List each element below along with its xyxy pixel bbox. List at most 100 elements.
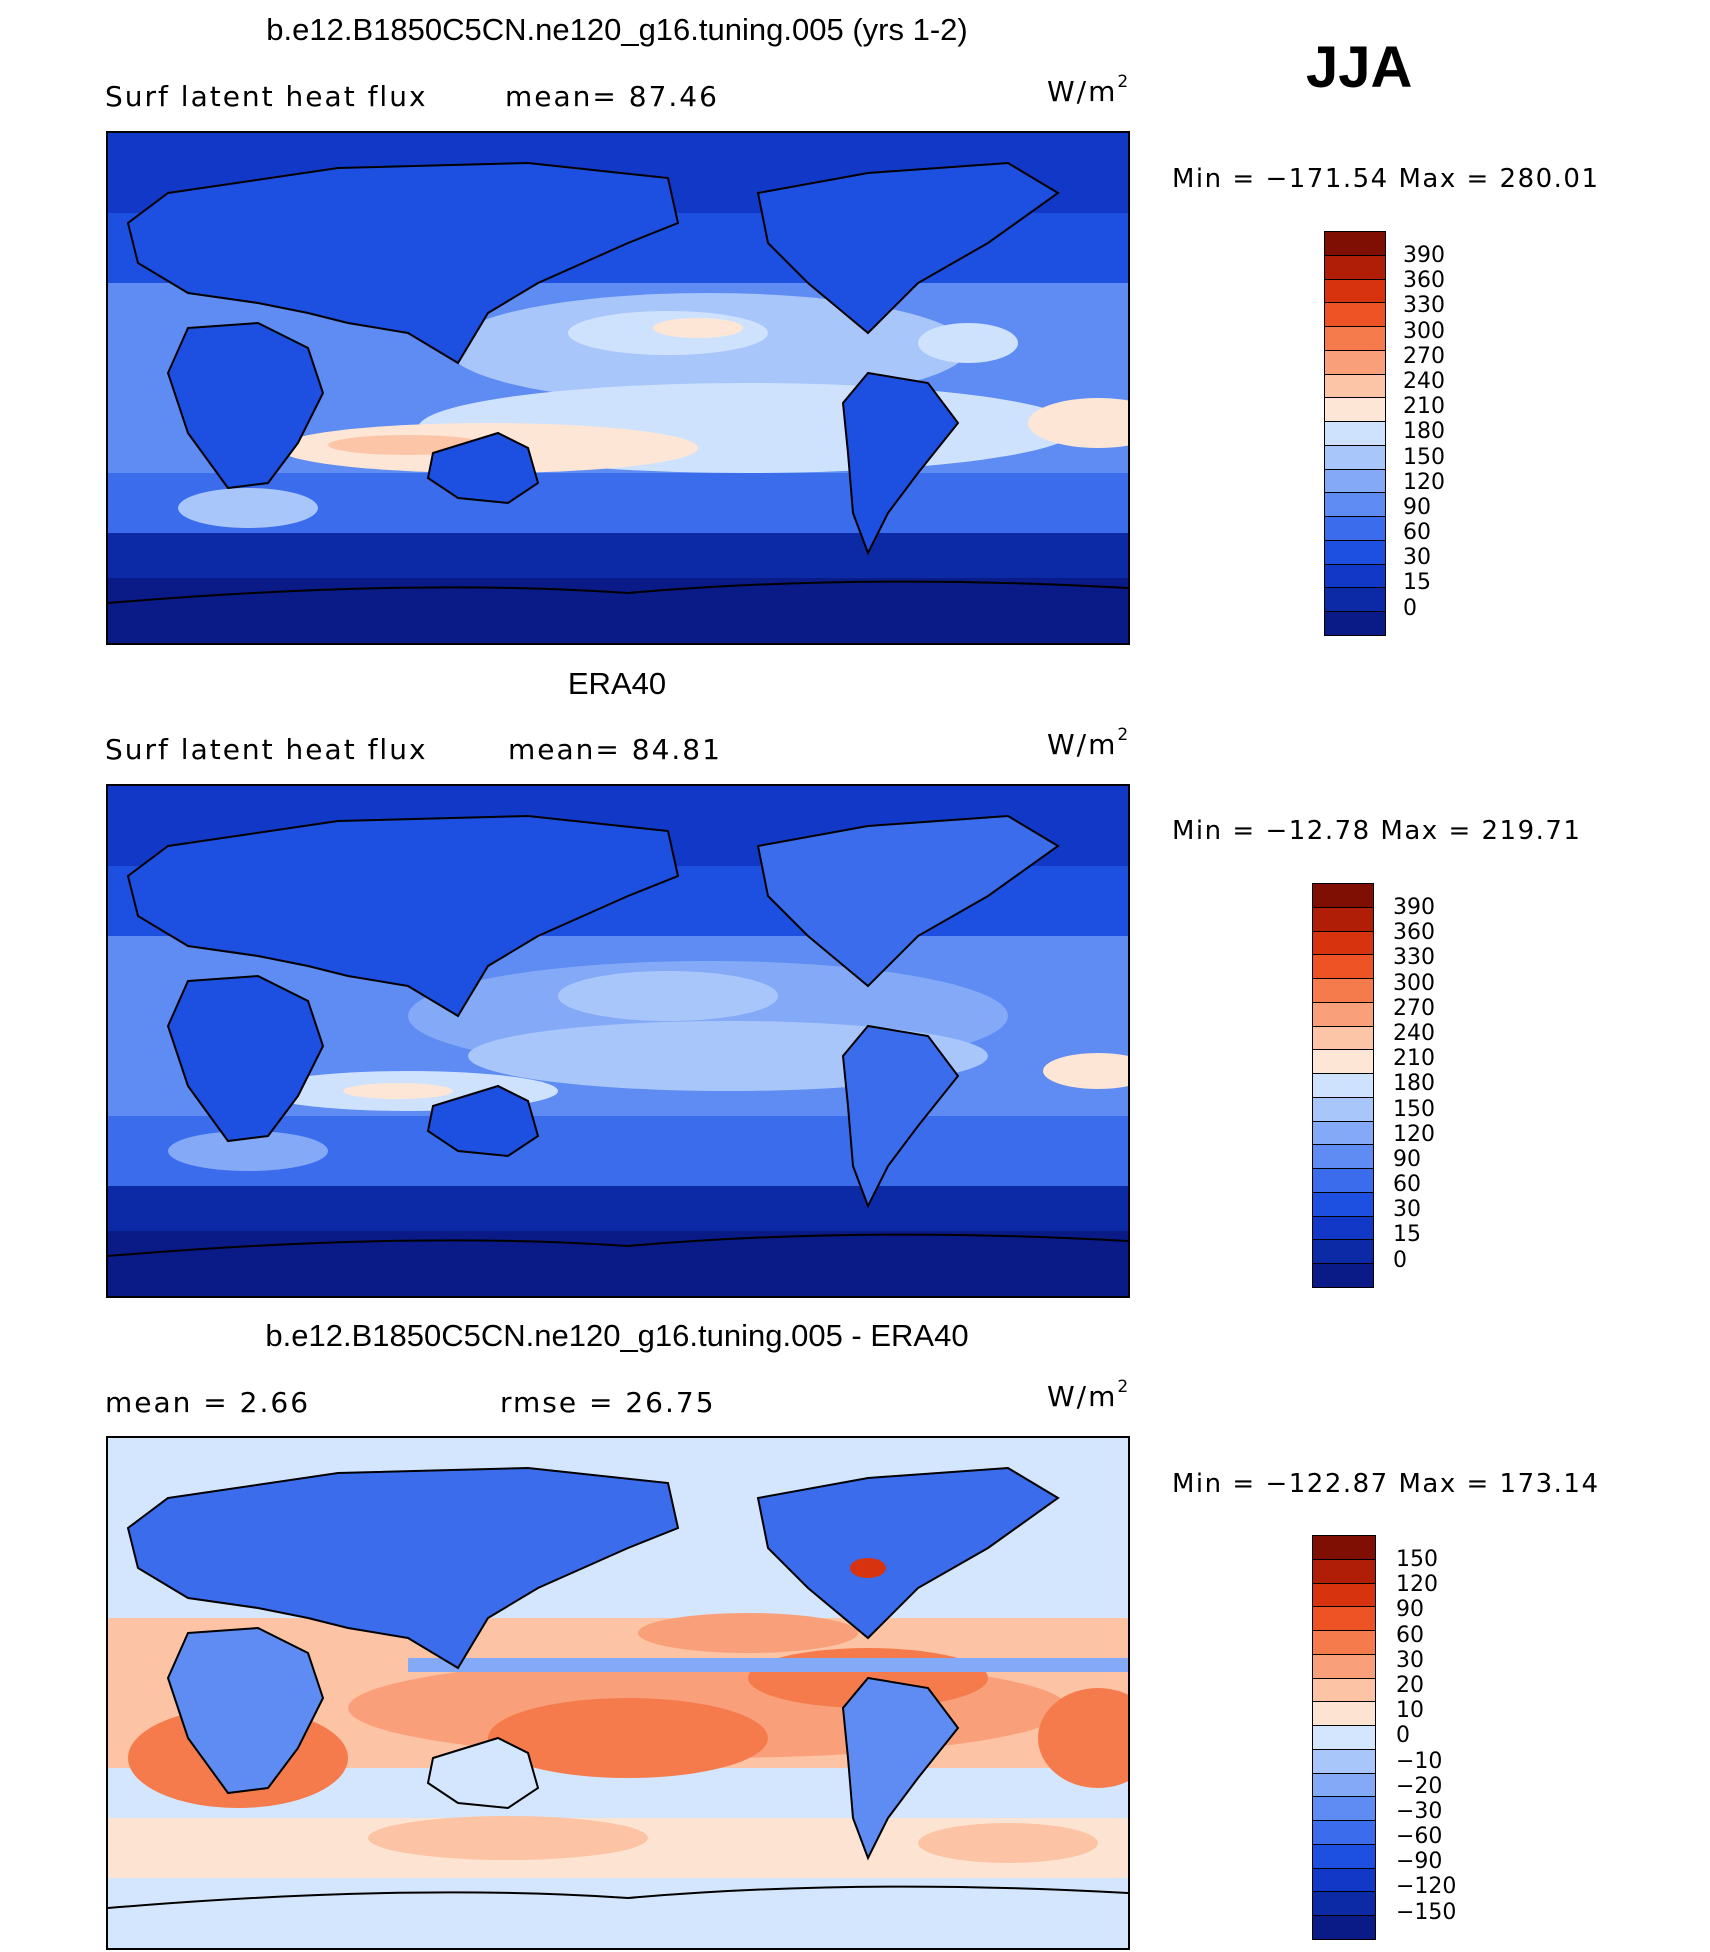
panel-2-colorbar-labels: 390 360 330 300 270 240 210 180 150 120 90 60 30 15 0 bbox=[1393, 895, 1435, 1273]
colorbar-tick-label: 390 bbox=[1393, 895, 1435, 920]
colorbar-swatch bbox=[1313, 1169, 1373, 1193]
panel-1-minmax: Min = −171.54 Max = 280.01 bbox=[1172, 164, 1600, 194]
colorbar-swatch bbox=[1313, 1145, 1373, 1170]
colorbar-tick-label: −120 bbox=[1396, 1874, 1457, 1900]
panel-2-minmax: Min = −12.78 Max = 219.71 bbox=[1172, 816, 1582, 846]
panel-1-title: b.e12.B1850C5CN.ne120_g16.tuning.005 (yr… bbox=[266, 12, 968, 47]
colorbar-tick-label: 300 bbox=[1403, 318, 1445, 344]
colorbar-tick-label: 150 bbox=[1396, 1547, 1438, 1572]
colorbar-tick-label: 90 bbox=[1403, 494, 1431, 520]
colorbar-swatch bbox=[1313, 1797, 1375, 1822]
colorbar-tick-label: 15 bbox=[1403, 570, 1431, 596]
colorbar-tick-label: 150 bbox=[1393, 1096, 1435, 1122]
panel-1-colorbar-labels: 390 360 330 300 270 240 210 180 150 120 90 60 30 15 0 bbox=[1403, 243, 1445, 621]
colorbar-tick-label: −60 bbox=[1396, 1824, 1443, 1850]
colorbar-swatch bbox=[1313, 1678, 1375, 1703]
colorbar-tick-label: 60 bbox=[1396, 1622, 1424, 1648]
panel-2-map bbox=[106, 784, 1130, 1298]
colorbar-swatch bbox=[1325, 445, 1385, 470]
colorbar-swatch bbox=[1313, 1773, 1375, 1798]
colorbar-swatch bbox=[1313, 979, 1373, 1003]
colorbar-tick-label: 120 bbox=[1393, 1121, 1435, 1147]
colorbar-tick-label: 90 bbox=[1396, 1597, 1424, 1623]
panel-3-minmax: Min = −122.87 Max = 173.14 bbox=[1172, 1469, 1600, 1499]
colorbar-swatch bbox=[1313, 1559, 1375, 1584]
colorbar-swatch bbox=[1313, 1264, 1373, 1288]
colorbar-tick-label: −10 bbox=[1396, 1748, 1443, 1774]
colorbar-tick-label: 360 bbox=[1393, 920, 1435, 946]
colorbar-tick-label: 120 bbox=[1396, 1572, 1438, 1598]
colorbar-swatch bbox=[1313, 1702, 1375, 1727]
colorbar-swatch bbox=[1313, 931, 1373, 956]
colorbar-tick-label: 360 bbox=[1403, 268, 1445, 294]
panel-1-colorbar bbox=[1324, 231, 1386, 636]
colorbar-swatch bbox=[1313, 1868, 1375, 1893]
panel-1-units: W/m2 bbox=[1047, 72, 1129, 108]
colorbar-tick-label: 90 bbox=[1393, 1146, 1421, 1172]
colorbar-swatch bbox=[1325, 398, 1385, 423]
colorbar-swatch bbox=[1313, 1121, 1373, 1146]
panel-1-map bbox=[106, 131, 1130, 645]
colorbar-tick-label: 30 bbox=[1396, 1647, 1424, 1673]
colorbar-tick-label: −30 bbox=[1396, 1798, 1443, 1824]
colorbar-swatch bbox=[1325, 564, 1385, 589]
colorbar-tick-label: −150 bbox=[1396, 1899, 1457, 1925]
colorbar-swatch bbox=[1313, 955, 1373, 980]
panel-3-mean-label: mean = 2.66 bbox=[105, 1386, 311, 1419]
colorbar-tick-label: 270 bbox=[1403, 343, 1445, 369]
panel-2-variable-label: Surf latent heat flux bbox=[105, 733, 428, 766]
colorbar-tick-label: 210 bbox=[1403, 394, 1445, 420]
colorbar-swatch bbox=[1325, 588, 1385, 613]
panel-1-mean-label: mean= 87.46 bbox=[505, 80, 719, 113]
colorbar-swatch bbox=[1313, 1536, 1375, 1560]
colorbar-swatch bbox=[1325, 255, 1385, 280]
colorbar-tick-label: 240 bbox=[1403, 368, 1445, 394]
colorbar-tick-label: 150 bbox=[1403, 444, 1445, 470]
colorbar-tick-label: 0 bbox=[1403, 595, 1417, 621]
colorbar-swatch bbox=[1325, 327, 1385, 351]
colorbar-swatch bbox=[1325, 374, 1385, 399]
colorbar-tick-label: 60 bbox=[1403, 520, 1431, 546]
panel-3-units: W/m2 bbox=[1047, 1377, 1129, 1413]
panel-1-variable-label: Surf latent heat flux bbox=[105, 80, 428, 113]
colorbar-tick-label: 180 bbox=[1403, 419, 1445, 445]
colorbar-tick-label: −90 bbox=[1396, 1849, 1443, 1875]
season-label: JJA bbox=[1306, 35, 1413, 100]
colorbar-tick-label: 300 bbox=[1393, 970, 1435, 996]
colorbar-tick-label: 210 bbox=[1393, 1046, 1435, 1072]
colorbar-swatch bbox=[1325, 517, 1385, 541]
colorbar-swatch bbox=[1325, 540, 1385, 565]
colorbar-tick-label: 30 bbox=[1403, 545, 1431, 571]
panel-3-title: b.e12.B1850C5CN.ne120_g16.tuning.005 - E… bbox=[265, 1318, 969, 1353]
colorbar-swatch bbox=[1325, 350, 1385, 375]
colorbar-swatch bbox=[1313, 1050, 1373, 1075]
colorbar-tick-label: 330 bbox=[1403, 293, 1445, 319]
colorbar-tick-label: 20 bbox=[1396, 1672, 1424, 1698]
colorbar-tick-label: 15 bbox=[1393, 1222, 1421, 1248]
colorbar-tick-label: 0 bbox=[1396, 1723, 1410, 1749]
panel-2-colorbar bbox=[1312, 883, 1374, 1288]
colorbar-tick-label: 270 bbox=[1393, 995, 1435, 1021]
colorbar-swatch bbox=[1313, 1240, 1373, 1265]
panel-2-map-field bbox=[108, 786, 1128, 1296]
colorbar-swatch bbox=[1325, 493, 1385, 518]
colorbar-swatch bbox=[1313, 1583, 1375, 1608]
colorbar-swatch bbox=[1313, 1654, 1375, 1679]
colorbar-swatch bbox=[1325, 612, 1385, 636]
colorbar-swatch bbox=[1325, 422, 1385, 446]
colorbar-swatch bbox=[1313, 1844, 1375, 1869]
colorbar-swatch bbox=[1313, 1726, 1375, 1750]
panel-3-map-field bbox=[108, 1438, 1128, 1948]
panel-2-units: W/m2 bbox=[1047, 725, 1129, 761]
colorbar-swatch bbox=[1325, 279, 1385, 304]
colorbar-swatch bbox=[1313, 1916, 1375, 1940]
colorbar-swatch bbox=[1313, 884, 1373, 908]
colorbar-swatch bbox=[1325, 303, 1385, 328]
colorbar-swatch bbox=[1313, 1631, 1375, 1655]
panel-2-title: ERA40 bbox=[567, 666, 667, 701]
panel-3-map bbox=[106, 1436, 1130, 1950]
colorbar-swatch bbox=[1313, 1002, 1373, 1027]
colorbar-swatch bbox=[1313, 1607, 1375, 1632]
panel-3-rmse-label: rmse = 26.75 bbox=[500, 1386, 716, 1419]
colorbar-swatch bbox=[1313, 1749, 1375, 1774]
